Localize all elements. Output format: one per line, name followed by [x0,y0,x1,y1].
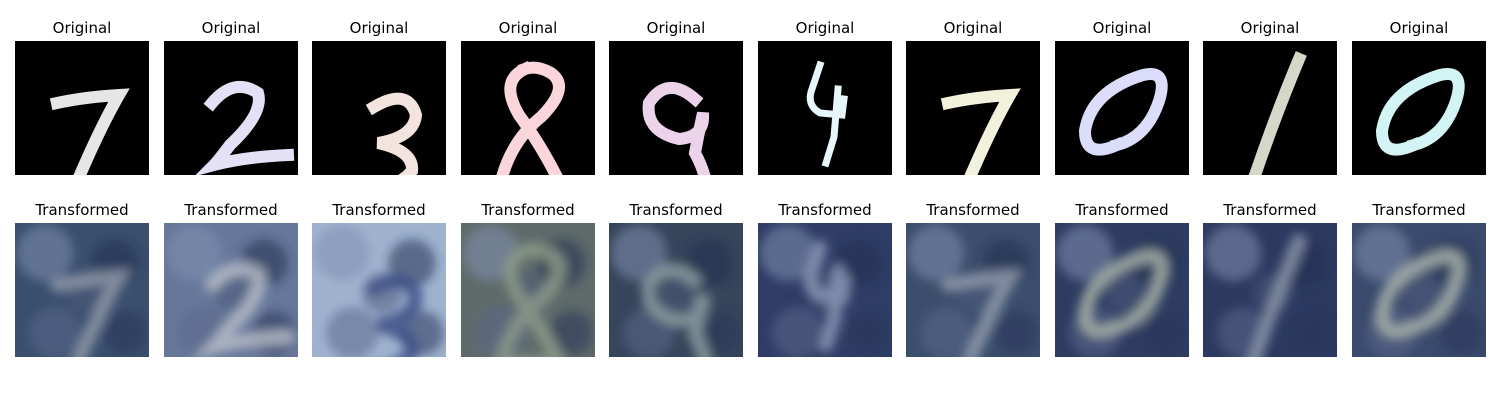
panel-title: Original [52,19,112,37]
original-digit-image [15,41,149,175]
digit-stroke [495,242,566,357]
digit-stroke [806,60,848,168]
transformed-digit-image [758,223,892,357]
digit-stroke [941,269,1023,357]
panel-title: Transformed [1372,201,1466,219]
transformed-digit-image [15,223,149,357]
transformed-digit-image [1055,223,1189,357]
panel-title: Original [943,19,1003,37]
digit-stroke [195,80,295,175]
digit-stroke [1375,68,1465,156]
panel-title: Transformed [1223,201,1317,219]
transformed-digit-image [609,223,743,357]
digit-stroke [642,82,711,175]
digit-stroke [1077,249,1169,339]
panel-title: Original [1092,19,1152,37]
panel-title: Transformed [629,201,723,219]
original-digit-image [758,41,892,175]
panel-title: Transformed [1075,201,1169,219]
original-digit-image [164,41,298,175]
original-digit-image [1055,41,1189,175]
digit-stroke [496,61,565,175]
panel-title: Transformed [35,201,129,219]
transformed-digit-image [906,223,1040,357]
panel-title: Original [201,19,261,37]
panel-title: Original [349,19,409,37]
digit-stroke [641,263,712,357]
digit-stroke [1248,51,1307,175]
panel-title: Original [1389,19,1449,37]
digit-stroke [1247,234,1306,357]
digit-stroke [1078,68,1168,156]
original-digit-image [609,41,743,175]
panel-title: Transformed [481,201,575,219]
panel-title: Original [795,19,855,37]
digit-stroke [803,240,851,352]
digit-stroke [49,88,130,175]
transformed-digit-image [1352,223,1486,357]
digit-stroke [50,269,132,357]
original-digit-image [461,41,595,175]
panel-title: Transformed [926,201,1020,219]
panel-title: Transformed [184,201,278,219]
panel-title: Transformed [778,201,872,219]
transformed-digit-image [461,223,595,357]
original-digit-image [1203,41,1337,175]
transformed-digit-image [1203,223,1337,357]
digit-stroke [940,88,1021,175]
original-digit-image [312,41,446,175]
digit-stroke [1374,249,1466,339]
panel-title: Original [646,19,706,37]
panel-title: Original [498,19,558,37]
panel-title: Transformed [332,201,426,219]
original-digit-image [1352,41,1486,175]
transformed-digit-image [312,223,446,357]
original-digit-image [906,41,1040,175]
digit-stroke [365,92,423,175]
digit-stroke [194,261,295,357]
panel-title: Original [1240,19,1300,37]
digit-stroke [367,273,424,357]
transformed-digit-image [164,223,298,357]
